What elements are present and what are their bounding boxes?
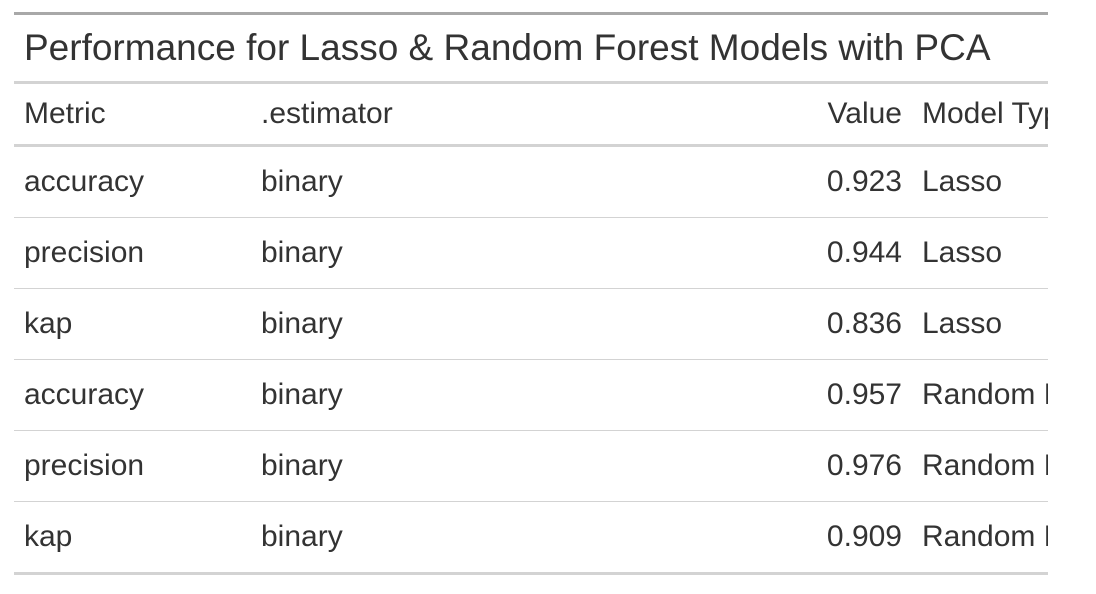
estimator-cell: binary (251, 501, 488, 574)
estimator-cell: binary (251, 359, 488, 431)
metric-cell: accuracy (14, 359, 251, 431)
table-body: accuracy binary 0.923 Lasso precision binary 0… (14, 146, 1048, 574)
metric-cell: accuracy (24, 165, 145, 198)
column-header-row: Metric .estimator Value Model Type (14, 82, 1048, 147)
column-header-value: Value (488, 82, 912, 147)
model-type-cell: Random Forest (912, 359, 1048, 431)
table-title: Performance for Lasso & Random Forest Mo… (14, 13, 1048, 84)
value-cell: 0.836 (488, 288, 912, 360)
estimator-cell: binary (251, 430, 488, 502)
value-cell: 0.944 (488, 217, 912, 289)
table-container: Performance for Lasso & Random Forest Mo… (14, 12, 1048, 575)
value-cell: 0.909 (488, 501, 912, 574)
metric-cell: kap (14, 501, 251, 574)
model-type-cell: Lasso (912, 217, 1048, 289)
metric-cell: precision (14, 217, 251, 289)
metric-cell: precision (14, 430, 251, 502)
estimator-cell: binary (251, 288, 488, 360)
value-cell: 0.957 (488, 359, 912, 431)
value-cell: 0.923 (826, 165, 902, 198)
column-header-estimator: .estimator (251, 82, 488, 147)
model-type-cell: Lasso (922, 165, 1003, 198)
value-cell: 0.976 (488, 430, 912, 502)
model-type-cell: Random Forest (912, 430, 1048, 502)
model-type-cell: Lasso (912, 288, 1048, 360)
performance-table: Performance for Lasso & Random Forest Mo… (14, 12, 1048, 575)
metric-cell: kap (14, 288, 251, 360)
table-row: kap binary 0.836 Lasso (14, 288, 1048, 360)
estimator-cell: binary (261, 165, 343, 198)
table-row: precision binary 0.944 Lasso (14, 217, 1048, 289)
column-header-metric: Metric (14, 82, 251, 147)
table-row: accuracy binary 0.923 Lasso (14, 146, 1048, 218)
column-header-model-type: Model Type (912, 82, 1048, 147)
model-type-cell: Random Forest (912, 501, 1048, 574)
title-row: Performance for Lasso & Random Forest Mo… (14, 13, 1048, 84)
estimator-cell: binary (251, 217, 488, 289)
